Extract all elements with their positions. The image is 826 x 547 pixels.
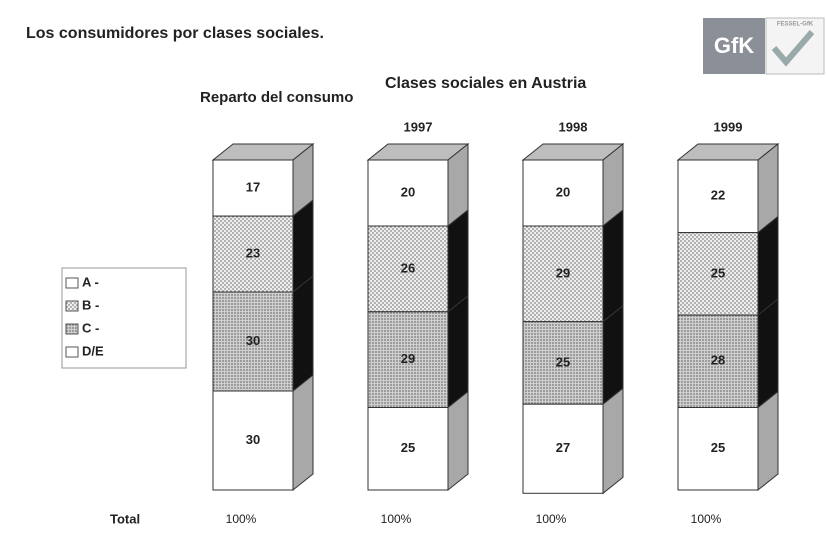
bar-side	[447, 208, 469, 313]
legend-label: D/E	[82, 343, 104, 358]
bar-segment	[522, 403, 604, 494]
value-label: 25	[711, 440, 725, 455]
logo-text: GfK	[714, 33, 754, 58]
bar-side	[602, 208, 624, 323]
bar-side	[447, 390, 469, 492]
value-label: 30	[246, 432, 260, 447]
bar-segment	[522, 225, 604, 323]
legend-swatch	[65, 277, 79, 289]
legend-swatch	[65, 300, 79, 312]
bar-segment	[522, 159, 604, 227]
bar-segment	[367, 311, 449, 408]
value-label: 27	[556, 440, 570, 455]
total-value: 100%	[691, 512, 722, 526]
value-label: 20	[401, 184, 415, 199]
bar-side	[757, 298, 779, 409]
category-label: 1999	[714, 119, 743, 134]
bar-side	[602, 304, 624, 406]
value-label: 20	[556, 184, 570, 199]
bar-side	[292, 274, 314, 393]
bar-side	[292, 373, 314, 492]
chart-subtitle: Clases sociales en Austria	[385, 75, 586, 92]
category-label: 1998	[559, 119, 588, 134]
category-label: Reparto del consumo	[200, 89, 353, 106]
value-label: 29	[401, 351, 415, 366]
value-label: 17	[246, 179, 260, 194]
category-label: 1997	[404, 119, 433, 134]
value-label: 25	[711, 265, 725, 280]
value-label: 29	[556, 265, 570, 280]
legend	[61, 267, 187, 369]
bar-segment	[677, 407, 759, 491]
bar-segment	[367, 407, 449, 491]
value-label: 25	[401, 440, 415, 455]
value-label: 22	[711, 188, 725, 203]
logo-box	[703, 18, 765, 74]
bar-side	[757, 390, 779, 492]
bar-side	[602, 387, 624, 495]
logo-check	[771, 30, 815, 67]
value-label: 25	[556, 354, 570, 369]
total-value: 100%	[381, 512, 412, 526]
bar-segment	[677, 159, 759, 234]
logo-caption: FESSEL-GfK	[777, 22, 814, 28]
legend-label: B -	[82, 297, 99, 312]
bar-side	[757, 215, 779, 317]
legend-swatch	[65, 346, 79, 358]
bar-segment	[212, 390, 294, 491]
legend-swatch	[65, 323, 79, 335]
total-value: 100%	[536, 512, 567, 526]
bar-segment	[212, 291, 294, 392]
total-label: Total	[110, 511, 140, 526]
bar-side	[447, 294, 469, 409]
value-label: 23	[246, 245, 260, 260]
total-value: 100%	[226, 512, 257, 526]
legend-box	[61, 267, 187, 369]
logo: GfK FESSEL-GfK	[703, 17, 825, 75]
value-label: 30	[246, 333, 260, 348]
bar-segment	[677, 314, 759, 409]
bar-segment	[677, 232, 759, 316]
value-label: 26	[401, 260, 415, 275]
logo-mark-box	[765, 17, 825, 75]
legend-label: C -	[82, 320, 99, 335]
legend-label: A -	[82, 274, 99, 289]
chart-title: Los consumidores por clases sociales.	[26, 25, 324, 42]
bar-segment	[367, 159, 449, 227]
value-label: 28	[711, 353, 725, 368]
